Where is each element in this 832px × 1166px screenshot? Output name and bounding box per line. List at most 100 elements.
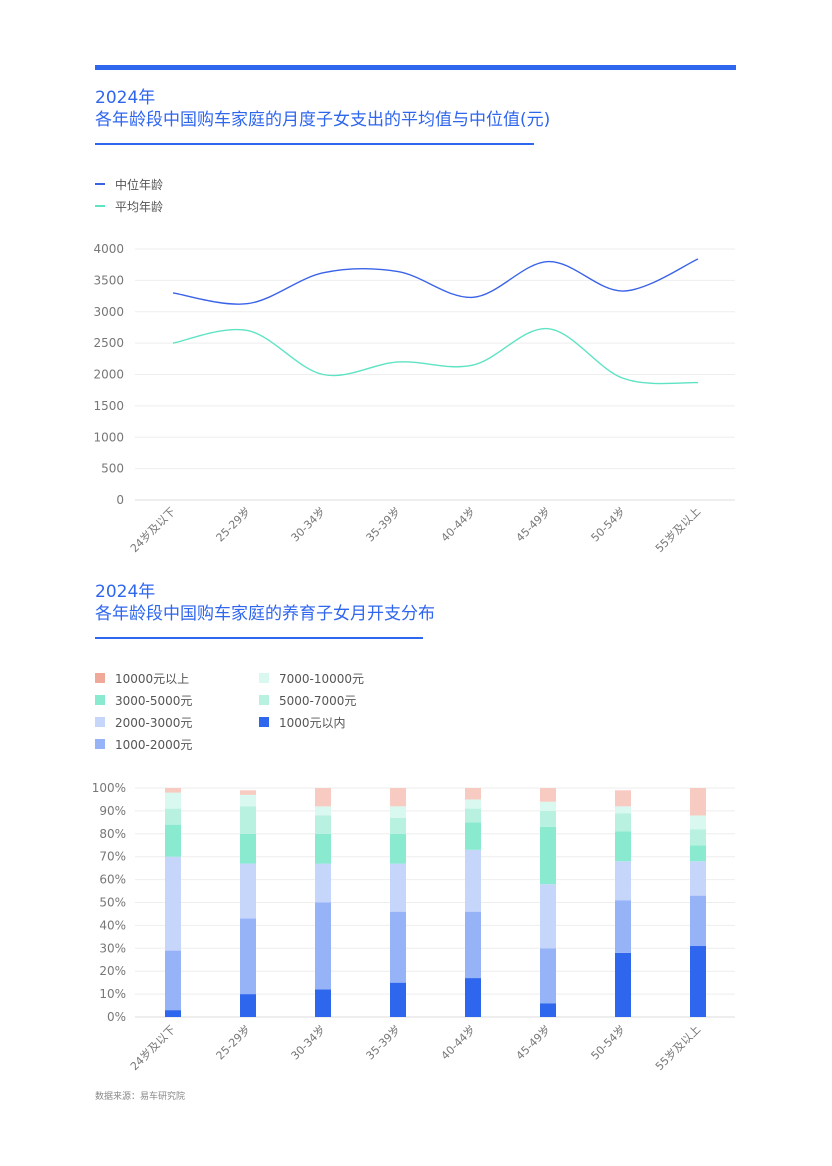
bar-segment bbox=[390, 788, 406, 807]
legend-color-swatch bbox=[259, 717, 269, 727]
bar-segment bbox=[615, 806, 631, 814]
bar-segment bbox=[165, 808, 181, 825]
data-source-note: 数据来源：易车研究院 bbox=[95, 1092, 186, 1102]
legend-color-swatch bbox=[95, 673, 105, 683]
chart2-legend-item: 1000元以内 bbox=[259, 711, 346, 733]
legend-color-swatch bbox=[95, 695, 105, 705]
y-tick-label: 0 bbox=[116, 493, 124, 507]
bar-segment bbox=[165, 950, 181, 1011]
bar-segment bbox=[390, 982, 406, 1017]
legend-label: 平均年龄 bbox=[115, 199, 164, 214]
bar-segment bbox=[690, 946, 706, 1017]
bar-segment bbox=[315, 815, 331, 834]
y-tick-label: 10% bbox=[99, 987, 126, 1001]
y-tick-label: 4000 bbox=[93, 242, 124, 256]
x-tick-label: 40-44岁 bbox=[438, 504, 478, 544]
bar-segment bbox=[165, 856, 181, 951]
bar-segment bbox=[615, 790, 631, 807]
legend-label: 2000-3000元 bbox=[115, 715, 193, 730]
bar-segment bbox=[390, 833, 406, 864]
median-series-line bbox=[172, 258, 699, 305]
y-tick-label: 1500 bbox=[93, 399, 124, 413]
bar-segment bbox=[690, 861, 706, 896]
chart2-legend-item: 7000-10000元 bbox=[259, 667, 364, 689]
y-tick-label: 500 bbox=[101, 462, 124, 476]
y-tick-label: 50% bbox=[99, 896, 126, 910]
chart2-legend-item: 3000-5000元 bbox=[95, 689, 192, 711]
bar-segment bbox=[240, 994, 256, 1017]
legend-label: 1000元以内 bbox=[279, 715, 346, 730]
chart2-legend-item: 2000-3000元 bbox=[95, 711, 192, 733]
bar-segment bbox=[615, 900, 631, 953]
y-tick-label: 100% bbox=[92, 781, 126, 795]
y-tick-label: 20% bbox=[99, 964, 126, 978]
bar-segment bbox=[390, 911, 406, 983]
bar-segment bbox=[240, 863, 256, 919]
y-tick-label: 40% bbox=[99, 918, 126, 932]
legend-label: 3000-5000元 bbox=[115, 693, 193, 708]
legend-label: 1000-2000元 bbox=[115, 737, 193, 752]
y-tick-label: 0% bbox=[107, 1010, 126, 1024]
x-tick-label: 55岁及以上 bbox=[652, 1022, 703, 1073]
y-tick-label: 70% bbox=[99, 850, 126, 864]
bar-segment bbox=[165, 788, 181, 793]
legend-line-swatch bbox=[95, 183, 105, 185]
bar-segment bbox=[315, 788, 331, 807]
bar-segment bbox=[240, 806, 256, 834]
chart1-legend-item-median: 中位年龄 bbox=[95, 173, 163, 195]
top-accent-bar bbox=[95, 65, 736, 70]
bar-segment bbox=[390, 817, 406, 834]
y-tick-label: 3500 bbox=[93, 273, 124, 287]
bar-segment bbox=[615, 861, 631, 901]
x-tick-label: 25-29岁 bbox=[213, 1022, 253, 1062]
bar-segment bbox=[465, 822, 481, 850]
chart1-title: 各年龄段中国购车家庭的月度子女支出的平均值与中位值(元) bbox=[95, 110, 551, 130]
y-tick-label: 2000 bbox=[93, 368, 124, 382]
bar-segment bbox=[540, 810, 556, 827]
x-tick-label: 25-29岁 bbox=[213, 504, 253, 544]
bar-segment bbox=[465, 849, 481, 912]
chart2-title: 各年龄段中国购车家庭的养育子女月开支分布 bbox=[95, 604, 435, 624]
legend-color-swatch bbox=[95, 739, 105, 749]
bar-segment bbox=[390, 806, 406, 818]
y-tick-label: 80% bbox=[99, 827, 126, 841]
x-tick-label: 50-54岁 bbox=[588, 504, 628, 544]
bar-segment bbox=[540, 1003, 556, 1017]
legend-color-swatch bbox=[259, 673, 269, 683]
stacked-bar-chart: 0% 10% 20% 30% 40% 50% 60% 70% 80% 90% 100% 24岁及以下 2… bbox=[92, 781, 735, 1073]
bar-segment bbox=[615, 952, 631, 1017]
bar-segment bbox=[690, 845, 706, 862]
legend-color-swatch bbox=[259, 695, 269, 705]
chart2-legend-item: 5000-7000元 bbox=[259, 689, 356, 711]
bar-segment bbox=[465, 808, 481, 823]
bar-segment bbox=[240, 833, 256, 864]
y-tick-label: 3000 bbox=[93, 305, 124, 319]
legend-label: 7000-10000元 bbox=[279, 671, 365, 686]
y-tick-label: 60% bbox=[99, 873, 126, 887]
bar-segment bbox=[315, 989, 331, 1017]
mean-series-line bbox=[172, 327, 699, 385]
bar-segment bbox=[315, 833, 331, 864]
x-tick-label: 45-49岁 bbox=[513, 504, 553, 544]
bar-segment bbox=[465, 788, 481, 800]
bar-segment bbox=[315, 902, 331, 990]
x-tick-label: 50-54岁 bbox=[588, 1022, 628, 1062]
line-chart: 0 500 1000 1500 2000 2500 3000 3500 4000 24岁及以下 25… bbox=[93, 242, 735, 555]
x-tick-label: 40-44岁 bbox=[438, 1022, 478, 1062]
bar-segment bbox=[615, 831, 631, 862]
chart2-title-underline bbox=[95, 637, 423, 639]
legend-label: 中位年龄 bbox=[115, 177, 164, 192]
chart2-legend: 10000元以上 3000-5000元 2000-3000元 1000-2000元 70… bbox=[95, 667, 495, 757]
bar-segment bbox=[540, 884, 556, 949]
x-tick-label: 55岁及以上 bbox=[652, 504, 703, 555]
chart1-title-block: 2024年 各年龄段中国购车家庭的月度子女支出的平均值与中位值(元) bbox=[95, 87, 550, 131]
chart1-legend: 中位年龄 平均年龄 bbox=[95, 173, 163, 217]
bar-segment bbox=[240, 794, 256, 807]
bar-segment bbox=[690, 788, 706, 816]
x-tick-label: 35-39岁 bbox=[363, 504, 403, 544]
x-tick-label: 24岁及以下 bbox=[127, 1022, 178, 1073]
legend-label: 5000-7000元 bbox=[279, 693, 357, 708]
bar-segment bbox=[165, 1010, 181, 1017]
chart2-title-year: 2024年 bbox=[95, 582, 156, 602]
bar-segment bbox=[465, 911, 481, 979]
